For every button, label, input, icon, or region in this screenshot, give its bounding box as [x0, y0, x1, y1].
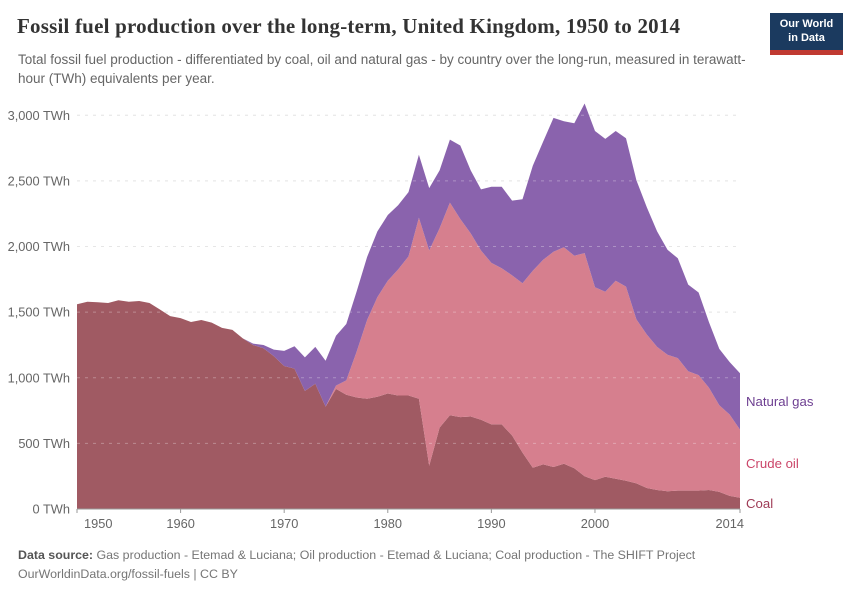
- owid-url-link[interactable]: OurWorldinData.org/fossil-fuels: [18, 566, 190, 581]
- y-tick-label-2500: 2,500 TWh: [8, 173, 70, 188]
- data-source-text: Gas production - Etemad & Luciana; Oil p…: [96, 548, 696, 562]
- x-tick-label-1980: 1980: [374, 516, 402, 531]
- y-tick-label-1000: 1,000 TWh: [8, 370, 70, 385]
- chart-area: 1950 1960 1970 1980 1990 2000 2014 0 TWh 500 TWh…: [0, 88, 850, 540]
- series-label-natural-gas[interactable]: Natural gas: [746, 394, 814, 409]
- owid-logo-red-strip: [770, 49, 843, 55]
- page-title: Fossil fuel production over the long-ter…: [17, 14, 681, 38]
- owid-logo-text: Our World in Data: [770, 13, 843, 50]
- x-tick-label-1970: 1970: [270, 516, 298, 531]
- y-tick-label-3000: 3,000 TWh: [8, 108, 70, 123]
- y-tick-label-0: 0 TWh: [33, 502, 70, 517]
- area-natural-gas[interactable]: [242, 103, 741, 430]
- y-tick-label-1500: 1,500 TWh: [8, 305, 70, 320]
- data-source-line: Data source: Gas production - Etemad & L…: [18, 546, 828, 565]
- data-source-label: Data source:: [18, 548, 94, 562]
- license-line: OurWorldinData.org/fossil-fuels | CC BY: [18, 565, 828, 584]
- license-text: | CC BY: [189, 566, 238, 581]
- x-tick-label-1990: 1990: [477, 516, 505, 531]
- chart-footer: Data source: Gas production - Etemad & L…: [18, 546, 828, 583]
- series-label-crude-oil[interactable]: Crude oil: [746, 456, 799, 471]
- series-label-coal[interactable]: Coal: [746, 496, 773, 511]
- y-tick-label-2000: 2,000 TWh: [8, 239, 70, 254]
- area-coal[interactable]: [77, 300, 740, 509]
- owid-logo[interactable]: Our World in Data: [770, 13, 843, 55]
- x-tick-label-2000: 2000: [581, 516, 609, 531]
- y-tick-label-500: 500 TWh: [18, 436, 70, 451]
- area-crude-oil[interactable]: [325, 202, 740, 498]
- x-tick-label-1960: 1960: [166, 516, 194, 531]
- x-tick-label-2014: 2014: [716, 516, 744, 531]
- chart-svg: 1950 1960 1970 1980 1990 2000 2014 0 TWh 500 TWh…: [8, 103, 814, 531]
- x-tick-label-1950: 1950: [84, 516, 112, 531]
- chart-subtitle: Total fossil fuel production - different…: [18, 52, 746, 87]
